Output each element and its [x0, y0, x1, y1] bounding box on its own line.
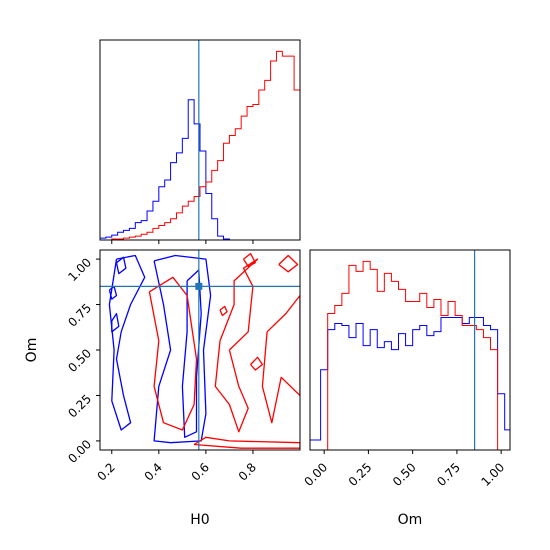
H0-Om-2d-ytick-label-1: 0.25 [65, 392, 94, 421]
H0-Om-2d-xtick-label-2: 0.6 [189, 460, 212, 483]
contour-1-6 [250, 356, 264, 371]
contour-truth-marker [195, 282, 203, 290]
h0-marginal-frame [99, 39, 301, 241]
contour-1-7 [278, 254, 299, 273]
H0-marginal-series-0 [100, 99, 300, 240]
H0-Om-2d-ytick-label-2: 0.50 [65, 346, 94, 375]
Om-marginal-xtick-label-0: 0.00 [301, 460, 330, 489]
contour-0-4 [108, 285, 118, 300]
h0-marginal-ticks [111, 240, 254, 244]
panel-h0-marginal [99, 39, 301, 244]
om-marginal-frame [309, 249, 511, 451]
contour-0-2 [108, 254, 146, 431]
h0-hist-marks [100, 50, 300, 240]
contour-0-5 [111, 312, 120, 333]
Om-marginal-xtick-label-1: 0.25 [346, 460, 375, 489]
om-x-axis-label: Om [398, 512, 423, 528]
om-marginal-ticks: 0.00 0.25 0.50 0.75 1.00 [301, 450, 507, 489]
H0-marginal-series-1 [100, 50, 300, 240]
H0-Om-2d-ytick-label-3: 0.75 [65, 301, 94, 330]
contour-1-3 [261, 294, 300, 424]
H0-Om-2d-ytick-label-4: 1.00 [65, 255, 94, 284]
om-hist-marks [310, 260, 510, 450]
Om-marginal-xtick-label-4: 1.00 [478, 460, 507, 489]
H0-Om-2d-ytick-label-0: 0.00 [65, 437, 94, 466]
Om-marginal-xtick-label-3: 0.75 [434, 460, 463, 489]
panel-om-marginal: 0.00 0.25 0.50 0.75 1.00 Om [301, 249, 511, 528]
contour-0-3 [115, 256, 127, 275]
Om-marginal-series-1 [310, 260, 510, 450]
om-axis-label: Om [24, 338, 40, 363]
contour-1-5 [219, 305, 228, 317]
contour-1-4 [242, 252, 256, 268]
H0-Om-2d-xtick-label-0: 0.2 [94, 460, 117, 483]
H0-Om-2d-xtick-label-1: 0.4 [142, 460, 165, 483]
panel-h0-om-contour: 0.2 0.4 0.6 0.8 0.00 0.25 0.50 0.75 1.00 H0 Om [24, 249, 301, 528]
contour-ticks: 0.2 0.4 0.6 0.8 0.00 0.25 0.50 0.75 1.00 [65, 255, 259, 483]
H0-Om-2d-xtick-label-3: 0.8 [236, 460, 259, 483]
h0-axis-label: H0 [190, 512, 209, 528]
Om-marginal-series-0 [310, 317, 510, 450]
contour-1-0 [193, 436, 300, 449]
contour-marks [108, 252, 300, 449]
Om-marginal-xtick-label-2: 0.50 [390, 460, 419, 489]
contour-1-2 [214, 258, 259, 433]
